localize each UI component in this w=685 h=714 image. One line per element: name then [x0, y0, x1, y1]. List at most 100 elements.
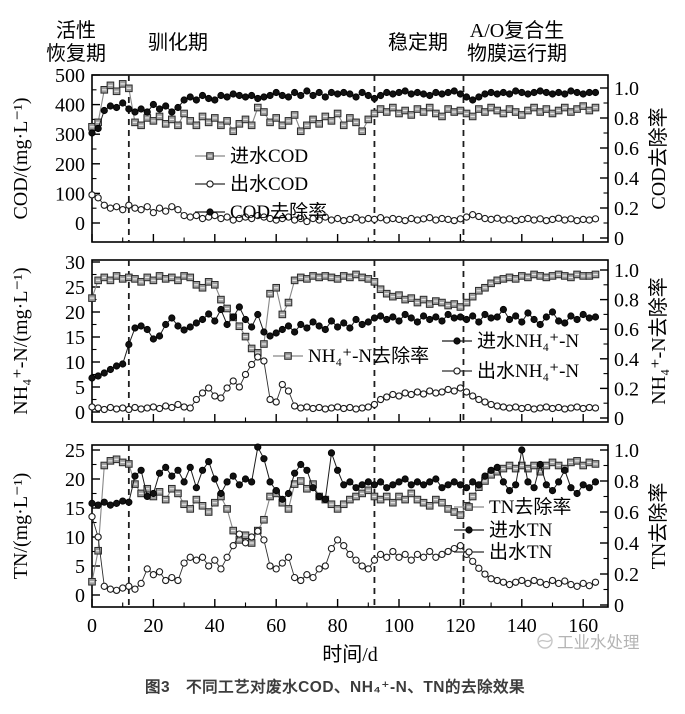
- left-tick-label: 25: [65, 440, 85, 462]
- cod-influent-series: [88, 80, 600, 136]
- phase-label: A/O复合生: [470, 19, 564, 42]
- watermark: 工业水处理: [536, 629, 640, 653]
- left-tick-label: 0: [75, 585, 85, 607]
- left-tick-label: 30: [65, 252, 85, 274]
- tn-right-axis-title: TN去除率: [647, 483, 670, 570]
- cod-effluent-legend-label: 出水COD: [230, 173, 308, 195]
- right-tick-label: 0.6: [614, 319, 639, 341]
- phase-label: 活性: [56, 19, 96, 42]
- left-tick-label: 0: [75, 213, 85, 235]
- left-tick-label: 100: [55, 183, 85, 205]
- watermark-text: 工业水处理: [557, 633, 640, 652]
- right-tick-label: 0: [614, 408, 624, 430]
- left-tick-label: 300: [55, 124, 85, 146]
- panel-cod-frame: [91, 74, 609, 243]
- right-tick-label: 0.4: [614, 168, 639, 190]
- left-tick-label: 15: [65, 498, 85, 520]
- right-tick-label: 0: [614, 595, 624, 617]
- panel-nh4: 0 5 10 15 20 25 30 0 0.2 0.4 0.6 0.8 1.0 NH₄⁺-N去除率 进水N…: [10, 252, 670, 430]
- right-tick-label: 0.6: [614, 138, 639, 160]
- panel-cod-legend: 进水COD 出水COD COD去除率: [195, 145, 327, 223]
- nh4-right-axis-title: NH₄⁺-N去除率: [647, 277, 670, 405]
- phase-label: 驯化期: [148, 31, 208, 54]
- x-tick-label: 60: [266, 615, 286, 637]
- right-tick-label: 0.8: [614, 290, 639, 312]
- phase-label: 物膜运行期: [467, 42, 567, 65]
- phase-label: 恢复期: [46, 42, 106, 65]
- x-tick-label: 40: [205, 615, 225, 637]
- tn-effluent-series: [88, 513, 600, 595]
- right-tick-label: 0.8: [614, 471, 639, 493]
- nh4-effluent-legend-label: 出水NH₄⁺-N: [477, 360, 579, 382]
- tn-removal-legend-item: TN去除率: [454, 496, 571, 518]
- cod-left-axis-title: COD/(mg·L⁻¹): [10, 97, 32, 219]
- tn-influent-series: [88, 443, 600, 509]
- nh4-effluent-series: [88, 353, 600, 414]
- left-tick-label: 10: [65, 527, 85, 549]
- right-tick-label: 1.0: [614, 440, 639, 462]
- left-tick-label: 20: [65, 302, 85, 324]
- left-tick-label: 500: [55, 65, 85, 87]
- panel-nh4-frame: [91, 259, 609, 423]
- left-tick-label: 15: [65, 327, 85, 349]
- nh4-influent-series: [88, 303, 600, 382]
- right-tick-label: 0.8: [614, 108, 639, 130]
- panel-nh4-legend: NH₄⁺-N去除率 进水NH₄⁺-N 出水NH₄⁺-N: [273, 330, 579, 382]
- nh4-left-axis-title: NH₄⁺-N/(mg·L⁻¹): [10, 267, 32, 414]
- x-tick-label: 100: [384, 615, 414, 637]
- right-tick-label: 0.6: [614, 502, 639, 524]
- panel-cod: 0 100 200 300 400 500 0 0.2 0.4 0.6 0.8 1.0 进水COD 出水C…: [10, 65, 670, 250]
- panel-tn-frame: [91, 444, 609, 608]
- nh4-removal-series: [88, 270, 600, 357]
- left-tick-label: 0: [75, 402, 85, 424]
- right-tick-label: 0.4: [614, 349, 639, 371]
- x-tick-label: 140: [507, 615, 537, 637]
- right-tick-label: 0: [614, 228, 624, 250]
- left-tick-label: 5: [75, 377, 85, 399]
- nh4-influent-legend-item: 进水NH₄⁺-N: [442, 330, 579, 352]
- cod-influent-legend-label: 进水COD: [230, 145, 308, 167]
- x-axis-labels: 0 20 40 60 80 100 120 140 160 时间/d: [87, 615, 598, 666]
- right-tick-label: 0.2: [614, 198, 639, 220]
- right-tick-label: 0.2: [614, 378, 639, 400]
- x-tick-label: 80: [328, 615, 348, 637]
- x-tick-label: 160: [568, 615, 598, 637]
- right-tick-label: 1.0: [614, 260, 639, 282]
- panel-nh4-ticks: 0 5 10 15 20 25 30 0 0.2 0.4 0.6 0.8 1.0: [65, 252, 639, 430]
- nh4-influent-legend-label: 进水NH₄⁺-N: [477, 330, 579, 352]
- cod-removal-series: [88, 87, 600, 137]
- nh4-effluent-legend-item: 出水NH₄⁺-N: [442, 360, 579, 382]
- cod-removal-legend-item: COD去除率: [195, 201, 327, 223]
- phase-label: 稳定期: [388, 31, 448, 54]
- left-tick-label: 5: [75, 556, 85, 578]
- x-tick-label: 20: [143, 615, 163, 637]
- figure-caption: 图3 不同工艺对废水COD、NH₄⁺-N、TN的去除效果: [144, 679, 526, 696]
- left-tick-label: 20: [65, 469, 85, 491]
- panel-tn-ticks: 0 5 10 15 20 25 0 0.2 0.4 0.6 0.8 1.0: [65, 440, 639, 617]
- x-tick-label: 120: [445, 615, 475, 637]
- cod-effluent-series: [88, 191, 600, 226]
- nh4-removal-legend-item: NH₄⁺-N去除率: [273, 345, 429, 367]
- watermark-logo-icon: [536, 632, 554, 650]
- tn-left-axis-title: TN/(mg·L⁻¹): [10, 473, 32, 580]
- tn-influent-legend-item: 进水TN: [454, 519, 553, 541]
- left-tick-label: 200: [55, 154, 85, 176]
- right-tick-label: 0.2: [614, 564, 639, 586]
- tn-effluent-legend-label: 出水TN: [489, 541, 553, 563]
- cod-removal-legend-label: COD去除率: [230, 201, 327, 223]
- cod-right-axis-title: COD去除率: [647, 107, 670, 209]
- cod-influent-legend-item: 进水COD: [195, 145, 308, 167]
- right-tick-label: 1.0: [614, 78, 639, 100]
- nh4-removal-legend-label: NH₄⁺-N去除率: [308, 345, 429, 367]
- tn-influent-legend-label: 进水TN: [489, 519, 553, 541]
- tn-effluent-legend-item: 出水TN: [454, 541, 553, 563]
- x-axis-title: 时间/d: [322, 643, 378, 666]
- tn-removal-legend-label: TN去除率: [489, 496, 571, 518]
- right-tick-label: 0.4: [614, 533, 639, 555]
- panel-tn: 051015202500.20.40.60.81.0TN去除率进水TN出水TNT…: [10, 440, 670, 617]
- left-tick-label: 400: [55, 95, 85, 117]
- left-tick-label: 10: [65, 352, 85, 374]
